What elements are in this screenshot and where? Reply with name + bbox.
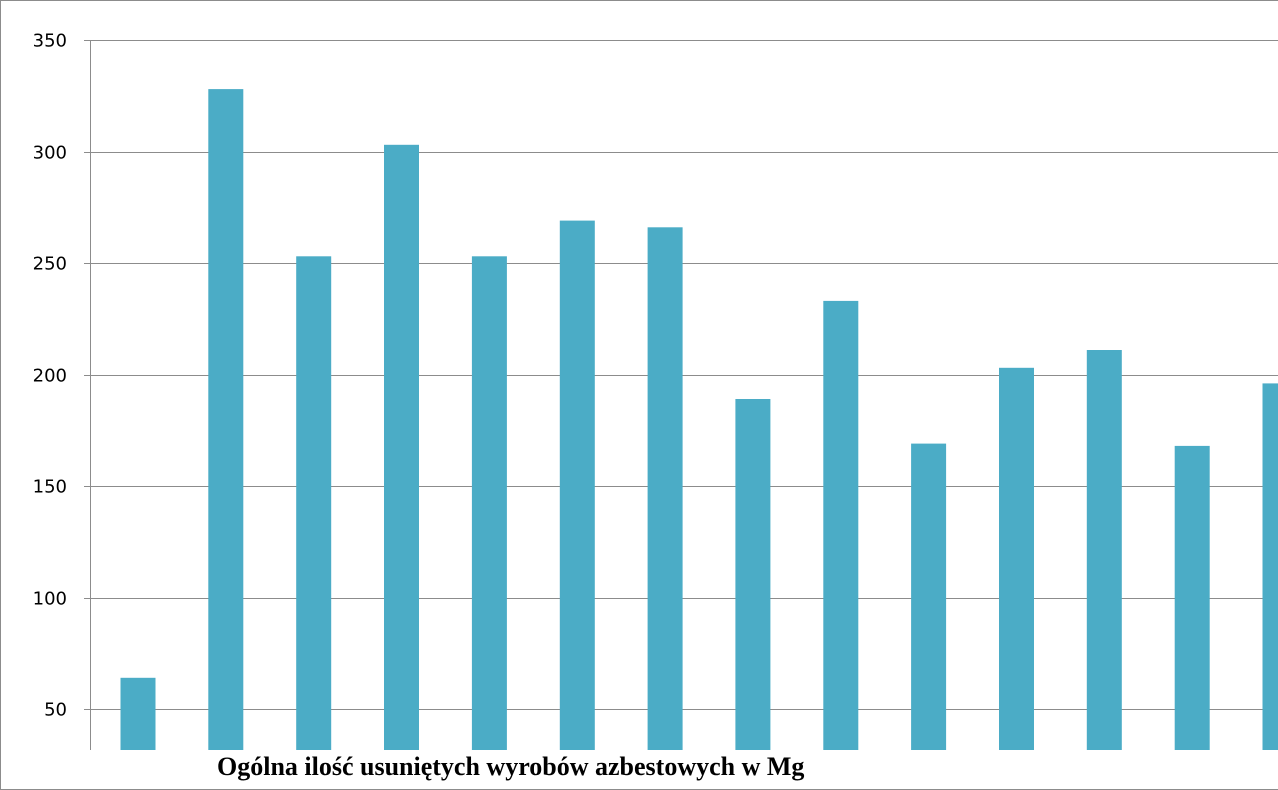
y-tick-label-150: 150 — [33, 477, 67, 498]
bar-3 — [296, 256, 332, 750]
bar-12 — [1086, 350, 1122, 750]
bar-13 — [1174, 445, 1210, 750]
y-tick-label-100: 100 — [33, 589, 67, 610]
bar-5 — [471, 256, 507, 750]
bar-8 — [735, 399, 771, 750]
bar-1 — [120, 677, 156, 750]
y-tick-label-200: 200 — [33, 366, 67, 387]
gridlines — [90, 40, 1278, 710]
bar-11 — [999, 367, 1034, 750]
y-axis-ticks: 50 100 150 200 250 300 350 — [33, 31, 90, 721]
chart-caption: Ogólna ilość usuniętych wyrobów azbestow… — [217, 752, 805, 781]
bar-7 — [647, 227, 683, 751]
bar-10 — [911, 443, 947, 750]
bar-14 — [1262, 383, 1278, 750]
bar-9 — [823, 300, 859, 750]
bar-6 — [559, 220, 595, 751]
bars — [120, 89, 1278, 751]
y-tick-label-250: 250 — [33, 254, 67, 275]
bar-4 — [384, 144, 419, 751]
bar-2 — [208, 89, 244, 751]
y-tick-label-50: 50 — [44, 700, 67, 721]
y-tick-label-300: 300 — [33, 143, 67, 164]
y-tick-label-350: 350 — [33, 31, 67, 52]
